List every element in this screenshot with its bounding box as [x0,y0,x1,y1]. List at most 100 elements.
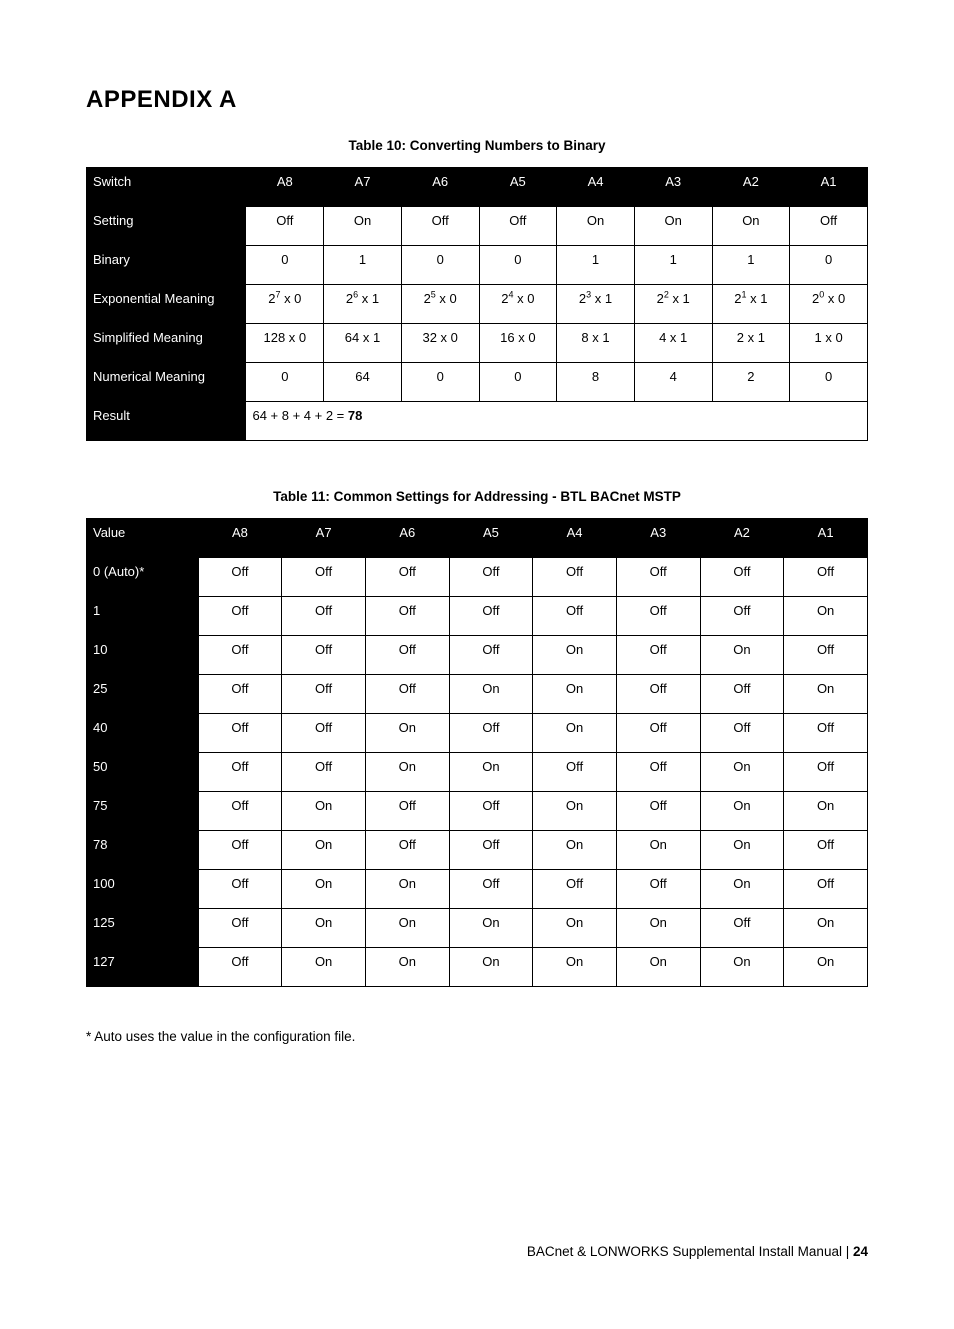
column-header: Value [87,519,199,558]
row-label: Simplified Meaning [87,324,246,363]
data-cell: 24 x 0 [479,285,557,324]
data-cell: On [324,207,402,246]
data-cell: Off [700,597,784,636]
column-header: A8 [198,519,282,558]
data-cell: Off [700,675,784,714]
row-label: Switch [87,168,246,207]
data-cell: Off [616,597,700,636]
data-cell: 0 [246,246,324,285]
data-cell: Off [282,636,366,675]
data-cell: Off [282,597,366,636]
page-footer: BACnet & LONWORKS Supplemental Install M… [86,1244,868,1289]
data-cell: Off [616,792,700,831]
data-cell: 16 x 0 [479,324,557,363]
column-header: A2 [712,168,790,207]
data-cell: Off [365,558,449,597]
data-cell: Off [616,636,700,675]
data-cell: On [700,753,784,792]
row-label: 1 [87,597,199,636]
row-label: Exponential Meaning [87,285,246,324]
data-cell: Off [784,870,868,909]
table-row: 127OffOnOnOnOnOnOnOn [87,948,868,987]
data-cell: Off [282,714,366,753]
data-cell: Off [533,558,617,597]
data-cell: Off [198,792,282,831]
data-cell: Off [449,870,533,909]
data-cell: Off [198,597,282,636]
data-cell: On [365,870,449,909]
column-header: A6 [365,519,449,558]
data-cell: On [700,870,784,909]
row-label: Numerical Meaning [87,363,246,402]
table-row: Exponential Meaning27 x 026 x 125 x 024 … [87,285,868,324]
row-label: Result [87,402,246,441]
table-row: 75OffOnOffOffOnOffOnOn [87,792,868,831]
data-cell: 4 x 1 [634,324,712,363]
data-cell: On [700,792,784,831]
data-cell: 22 x 1 [634,285,712,324]
data-cell: On [365,948,449,987]
table-row: Result64 + 8 + 4 + 2 = 78 [87,402,868,441]
table-row: 0 (Auto)*OffOffOffOffOffOffOffOff [87,558,868,597]
data-cell: 128 x 0 [246,324,324,363]
table-row: 1OffOffOffOffOffOffOffOn [87,597,868,636]
data-cell: Off [198,675,282,714]
column-header: A5 [479,168,557,207]
data-cell: 26 x 1 [324,285,402,324]
data-cell: On [282,792,366,831]
data-cell: On [365,753,449,792]
data-cell: Off [198,909,282,948]
data-cell: Off [616,558,700,597]
data-cell: On [365,714,449,753]
data-cell: Off [700,909,784,948]
data-cell: Off [449,636,533,675]
data-cell: 2 x 1 [712,324,790,363]
data-cell: Off [790,207,868,246]
data-cell: 32 x 0 [401,324,479,363]
table10: SwitchA8A7A6A5A4A3A2A1SettingOffOnOffOff… [86,167,868,441]
data-cell: On [533,636,617,675]
data-cell: On [365,909,449,948]
data-cell: On [616,909,700,948]
data-cell: Off [449,558,533,597]
data-cell: On [533,792,617,831]
data-cell: Off [401,207,479,246]
table11: ValueA8A7A6A5A4A3A2A10 (Auto)*OffOffOffO… [86,518,868,987]
column-header: A3 [616,519,700,558]
data-cell: On [282,948,366,987]
data-cell: On [533,948,617,987]
data-cell: On [533,909,617,948]
data-cell: Off [365,792,449,831]
table-row: ValueA8A7A6A5A4A3A2A1 [87,519,868,558]
column-header: A1 [790,168,868,207]
data-cell: Off [246,207,324,246]
row-label: 25 [87,675,199,714]
data-cell: On [533,675,617,714]
data-cell: 8 x 1 [557,324,635,363]
data-cell: 0 [790,363,868,402]
table-row: 78OffOnOffOffOnOnOnOff [87,831,868,870]
column-header: A4 [557,168,635,207]
data-cell: 0 [479,246,557,285]
table-row: Numerical Meaning064008420 [87,363,868,402]
table-row: Binary01001110 [87,246,868,285]
column-header: A7 [282,519,366,558]
data-cell: Off [784,714,868,753]
column-header: A4 [533,519,617,558]
data-cell: Off [198,948,282,987]
data-cell: Off [198,831,282,870]
table-row: 40OffOffOnOffOnOffOffOff [87,714,868,753]
data-cell: 1 [712,246,790,285]
data-cell: Off [616,753,700,792]
data-cell: On [712,207,790,246]
data-cell: Off [449,792,533,831]
data-cell: 64 x 1 [324,324,402,363]
data-cell: 25 x 0 [401,285,479,324]
table-row: 10OffOffOffOffOnOffOnOff [87,636,868,675]
data-cell: Off [479,207,557,246]
result-cell: 64 + 8 + 4 + 2 = 78 [246,402,868,441]
data-cell: On [634,207,712,246]
column-header: A1 [784,519,868,558]
data-cell: 1 x 0 [790,324,868,363]
row-label: 75 [87,792,199,831]
